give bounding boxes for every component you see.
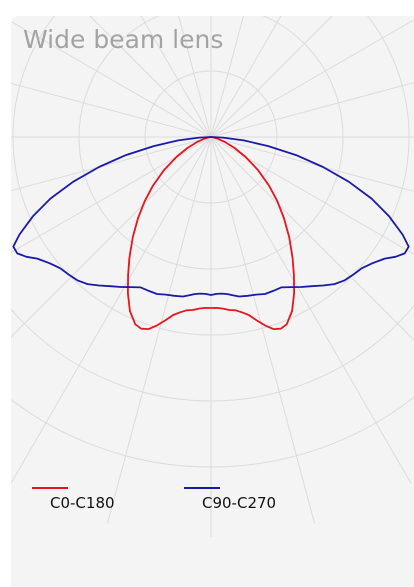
series-curve-c90-c270 [12,136,410,298]
grid-spoke-15 [210,136,316,524]
grid-ring-5 [11,16,414,468]
grid-spoke-240 [11,16,212,138]
grid-spoke-315 [11,136,212,421]
grid-spoke-330 [11,136,212,484]
grid-spoke-60 [210,136,414,338]
grid-spoke-225 [11,16,212,138]
polar-grid [11,16,414,537]
grid-spoke-150 [210,16,412,138]
grid-spoke-285 [11,136,212,242]
grid-spoke-45 [210,136,414,421]
grid-ring-4 [11,16,414,402]
grid-spoke-345 [106,136,212,524]
legend-label-c0-c180: C0-C180 [50,494,115,512]
grid-spoke-255 [11,32,212,138]
grid-spoke-75 [210,136,414,242]
chart-title: Wide beam lens [23,25,224,54]
grid-spoke-30 [210,136,412,484]
grid-spoke-195 [106,16,212,138]
chart-card [11,16,414,587]
legend-swatch-c90-c270 [184,487,220,489]
grid-spoke-135 [210,16,414,138]
grid-spoke-210 [11,16,212,138]
legend-swatch-c0-c180 [32,487,68,489]
legend-label-c90-c270: C90-C270 [202,494,277,512]
grid-spoke-120 [210,16,414,138]
polar-curves [12,136,410,330]
grid-spoke-165 [210,16,316,138]
grid-spoke-300 [11,136,212,338]
grid-spoke-105 [210,32,414,138]
